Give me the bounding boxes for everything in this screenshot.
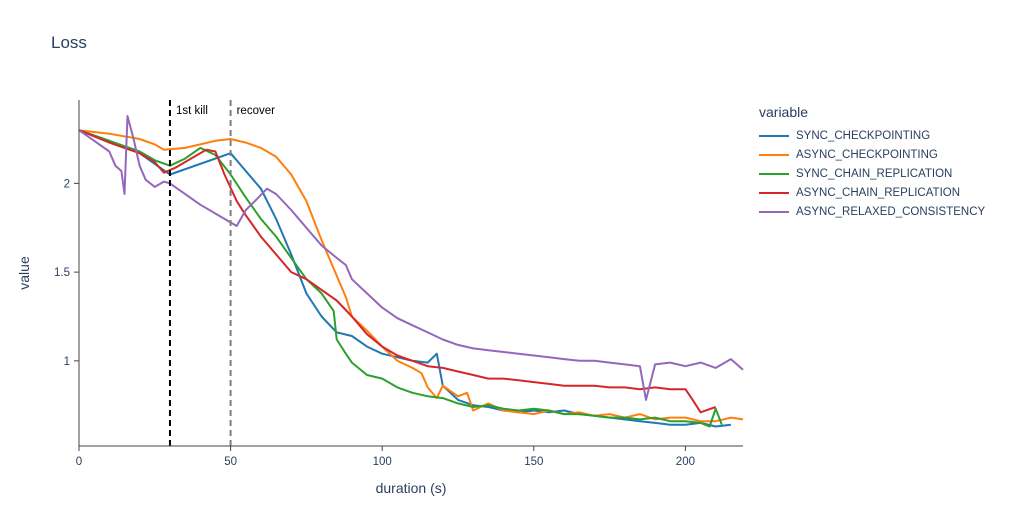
series-line-async-relaxed-consistency xyxy=(78,115,744,401)
series-line-async-checkpointing xyxy=(78,129,744,423)
legend-label: SYNC_CHECKPOINTING xyxy=(796,129,931,142)
legend-swatch xyxy=(759,134,789,137)
legend-item[interactable]: ASYNC_CHECKPOINTING xyxy=(759,145,985,164)
legend-label: SYNC_CHAIN_REPLICATION xyxy=(796,167,953,180)
legend-items: SYNC_CHECKPOINTING ASYNC_CHECKPOINTING SYN… xyxy=(759,126,985,221)
annotation-label: recover xyxy=(237,105,276,117)
series-line-sync-chain-replication xyxy=(78,129,723,428)
y-tick-label: 1.5 xyxy=(54,267,70,279)
legend-item[interactable]: SYNC_CHAIN_REPLICATION xyxy=(759,164,985,183)
legend: variable SYNC_CHECKPOINTING ASYNC_CHECKPO… xyxy=(759,104,985,221)
legend-label: ASYNC_CHAIN_REPLICATION xyxy=(796,186,961,199)
y-tick-label: 1 xyxy=(64,356,70,368)
legend-item[interactable]: ASYNC_CHAIN_REPLICATION xyxy=(759,183,985,202)
x-tick-label: 200 xyxy=(676,456,695,468)
series-lines xyxy=(78,115,744,428)
x-tick-label: 50 xyxy=(224,456,237,468)
legend-label: ASYNC_RELAXED_CONSISTENCY xyxy=(796,205,986,218)
x-tick-label: 100 xyxy=(373,456,392,468)
legend-label: ASYNC_CHECKPOINTING xyxy=(796,148,938,161)
annotations: 1st kill recover xyxy=(168,100,276,446)
legend-swatch xyxy=(759,191,789,194)
legend-item[interactable]: SYNC_CHECKPOINTING xyxy=(759,126,985,145)
chart-title: Loss xyxy=(51,33,87,52)
legend-swatch xyxy=(759,172,789,175)
y-tick-label: 2 xyxy=(64,178,70,190)
legend-swatch xyxy=(759,210,789,213)
legend-title: variable xyxy=(759,104,809,120)
legend-swatch xyxy=(759,153,789,156)
x-axis-label: duration (s) xyxy=(376,480,447,496)
legend-item[interactable]: ASYNC_RELAXED_CONSISTENCY xyxy=(759,202,985,221)
x-tick-label: 0 xyxy=(76,456,82,468)
series-line-sync-checkpointing xyxy=(78,129,732,428)
series-line-async-chain-replication xyxy=(78,129,717,414)
y-axis-label: value xyxy=(16,256,32,290)
axes xyxy=(78,100,743,447)
x-tick-label: 150 xyxy=(524,456,543,468)
ticks: 0 50 100 150 200 1 1.5 2 xyxy=(54,178,695,468)
annotation-label: 1st kill xyxy=(176,105,208,117)
